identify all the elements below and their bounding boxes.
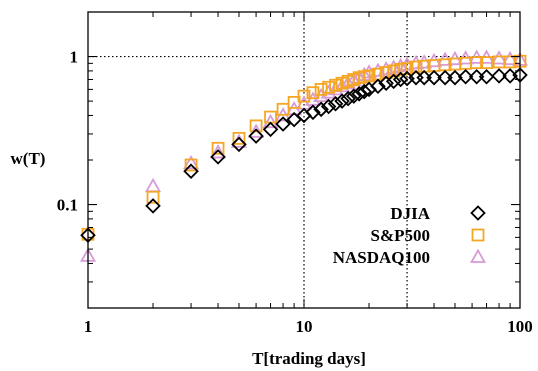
legend-marker — [469, 248, 487, 263]
data-point — [392, 71, 409, 88]
data-point — [378, 75, 394, 92]
y-tick-label: 0.1 — [57, 196, 78, 215]
data-point — [305, 104, 321, 121]
data-point — [470, 56, 484, 70]
data-point — [322, 80, 336, 94]
data-point — [210, 149, 226, 165]
data-point — [333, 77, 351, 93]
data-point — [262, 121, 279, 138]
reference-lines — [88, 12, 520, 308]
y-tick-label: 1 — [70, 48, 79, 67]
data-point — [426, 69, 442, 86]
data-point — [275, 116, 291, 132]
y-axis-label: w(T) — [11, 149, 46, 168]
data-point — [409, 60, 423, 74]
data-point — [145, 198, 161, 214]
data-point — [503, 55, 517, 69]
legend-label: S&P500 — [371, 226, 431, 245]
x-axis-label: T[trading days] — [252, 349, 366, 368]
data-point — [480, 56, 493, 70]
data-point — [370, 78, 386, 95]
data-point — [491, 50, 508, 65]
data-point — [232, 131, 246, 145]
legend: DJIA S&P500 NASDAQ100 — [333, 204, 487, 267]
data-point — [314, 82, 328, 96]
data-point — [502, 50, 519, 66]
data-point — [329, 78, 342, 92]
x-tick-label: 10 — [296, 317, 313, 336]
data-point — [183, 154, 200, 170]
legend-marker — [470, 205, 486, 221]
data-point — [183, 163, 199, 179]
data-point — [262, 113, 279, 129]
data-point — [356, 83, 372, 100]
data-point — [400, 62, 414, 75]
legend-marker — [471, 228, 485, 242]
data-point — [478, 69, 495, 85]
data-point — [491, 68, 507, 84]
data-point — [276, 102, 290, 116]
data-point — [297, 89, 311, 103]
data-point — [184, 158, 198, 172]
data-point — [211, 141, 225, 155]
axis-ticks: 1 10 100 0.1 1 — [57, 11, 533, 336]
data-point — [346, 88, 362, 104]
series-djia — [80, 67, 528, 244]
data-point — [320, 98, 337, 115]
data-point — [334, 93, 350, 109]
data-point — [394, 62, 407, 76]
data-point — [210, 144, 227, 159]
data-point — [144, 177, 162, 193]
legend-label: DJIA — [390, 204, 430, 223]
data-point — [313, 101, 329, 118]
data-point — [231, 136, 247, 153]
data-point — [351, 86, 367, 102]
data-point — [327, 95, 344, 112]
legend-label: NASDAQ100 — [333, 248, 430, 267]
data-point — [362, 69, 376, 83]
data-point — [385, 73, 402, 90]
data-point — [146, 190, 160, 204]
data-point — [340, 90, 356, 107]
data-point — [387, 64, 401, 78]
data-point — [457, 69, 474, 85]
x-tick-label: 1 — [84, 317, 93, 336]
data-point — [249, 119, 263, 133]
x-tick-label: 100 — [507, 317, 533, 336]
data-point — [306, 86, 320, 100]
data-point — [248, 128, 264, 144]
